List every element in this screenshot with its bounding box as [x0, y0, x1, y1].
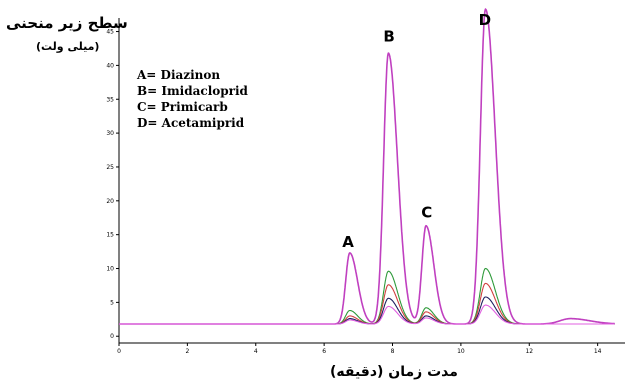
- axes: [118, 18, 625, 344]
- series-line-4: [119, 296, 615, 325]
- peak-label-c: C: [421, 204, 432, 222]
- legend-entry-c: C= Primicarb: [137, 100, 228, 114]
- series-line-2: [119, 267, 615, 325]
- y-tick-label: 15: [106, 232, 114, 239]
- x-tick-label: 0: [117, 348, 121, 355]
- x-tick-label: 14: [594, 348, 602, 355]
- x-axis-title: مدت زمان (دقیقه): [330, 364, 458, 380]
- y-tick-label: 0: [110, 333, 114, 340]
- y-axis-title: سطح زیر منحنی: [6, 14, 128, 32]
- peak-label-b: B: [383, 28, 394, 46]
- y-axis-unit: (میلی ولت): [36, 40, 100, 53]
- series-line-5: [119, 304, 615, 325]
- x-tick-label: 8: [391, 348, 395, 355]
- y-tick-label: 10: [106, 266, 114, 273]
- y-tick-label: 40: [106, 62, 114, 69]
- x-tick-label: 6: [322, 348, 326, 355]
- series-line-1: [119, 8, 615, 325]
- y-tick-label: 35: [106, 96, 114, 103]
- peak-label-a: A: [342, 233, 354, 251]
- x-tick-label: 4: [254, 348, 258, 355]
- y-tick-label: 20: [106, 198, 114, 205]
- y-tick-label: 5: [110, 299, 114, 306]
- y-tick-label: 45: [106, 29, 114, 36]
- legend: A= Diazinon B= Imidacloprid C= Primicarb…: [136, 68, 249, 130]
- legend-entry-b: B= Imidacloprid: [137, 84, 249, 98]
- x-tick-label: 10: [457, 348, 465, 355]
- y-tick-label: 30: [106, 130, 114, 137]
- y-tick-label: 25: [106, 164, 114, 171]
- legend-entry-a: A= Diazinon: [136, 68, 220, 82]
- x-tick-label: 2: [185, 348, 189, 355]
- legend-entry-d: D= Acetamiprid: [137, 116, 245, 130]
- x-tick-label: 12: [525, 348, 533, 355]
- peak-label-d: D: [479, 11, 491, 29]
